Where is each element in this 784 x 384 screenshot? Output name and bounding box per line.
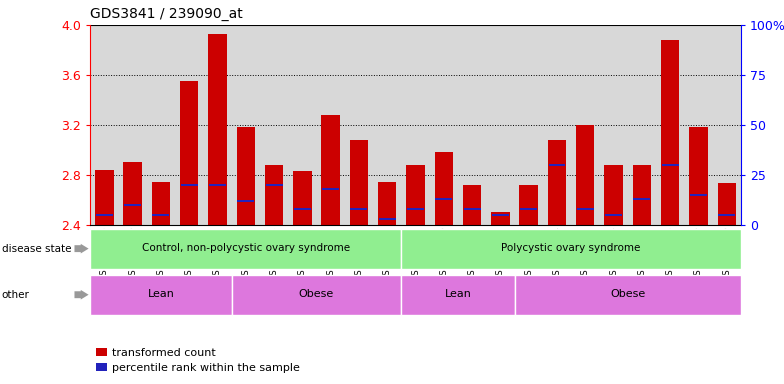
Text: Control, non-polycystic ovary syndrome: Control, non-polycystic ovary syndrome (142, 243, 350, 253)
Bar (181, 184, 198, 186)
Bar (379, 217, 396, 220)
Bar (633, 165, 651, 225)
Bar (321, 115, 339, 225)
Bar (521, 207, 537, 210)
Bar (151, 182, 170, 225)
Bar (265, 165, 283, 225)
Bar (690, 194, 707, 196)
Bar (238, 200, 254, 202)
Text: other: other (2, 290, 30, 300)
Bar (237, 127, 255, 225)
Bar (492, 214, 509, 216)
Bar (294, 207, 310, 210)
Bar (123, 162, 142, 225)
Bar (209, 184, 226, 186)
Bar (401, 275, 514, 314)
Bar (231, 275, 401, 314)
Bar (322, 187, 339, 190)
Bar (661, 40, 680, 225)
Bar (577, 207, 593, 210)
Bar (152, 214, 169, 216)
Bar (548, 140, 566, 225)
Legend: transformed count, percentile rank within the sample: transformed count, percentile rank withi… (96, 348, 300, 373)
Text: Obese: Obese (610, 289, 645, 299)
Bar (605, 214, 622, 216)
Bar (180, 81, 198, 225)
Bar (549, 164, 565, 166)
Bar (96, 214, 113, 216)
Bar (95, 170, 114, 225)
Bar (604, 165, 622, 225)
Bar (266, 184, 282, 186)
Bar (401, 229, 741, 268)
Text: Polycystic ovary syndrome: Polycystic ovary syndrome (502, 243, 641, 253)
Bar (434, 152, 453, 225)
Bar (378, 182, 397, 225)
Text: Obese: Obese (299, 289, 334, 299)
Bar (520, 185, 538, 225)
Bar (633, 197, 650, 200)
Text: Lean: Lean (445, 289, 471, 299)
Bar (90, 229, 401, 268)
Bar (124, 204, 141, 206)
Text: Lean: Lean (147, 289, 174, 299)
Bar (209, 34, 227, 225)
Bar (406, 165, 425, 225)
Bar (718, 214, 735, 216)
Bar (576, 125, 594, 225)
Bar (350, 140, 368, 225)
Bar (90, 275, 231, 314)
Bar (514, 275, 741, 314)
Bar (463, 185, 481, 225)
Text: GDS3841 / 239090_at: GDS3841 / 239090_at (90, 7, 243, 21)
Bar (717, 184, 736, 225)
Bar (293, 171, 311, 225)
Bar (350, 207, 368, 210)
Bar (407, 207, 424, 210)
Bar (662, 164, 679, 166)
Bar (463, 207, 481, 210)
Text: disease state: disease state (2, 243, 71, 254)
Bar (435, 197, 452, 200)
Bar (492, 212, 510, 225)
Bar (689, 127, 708, 225)
